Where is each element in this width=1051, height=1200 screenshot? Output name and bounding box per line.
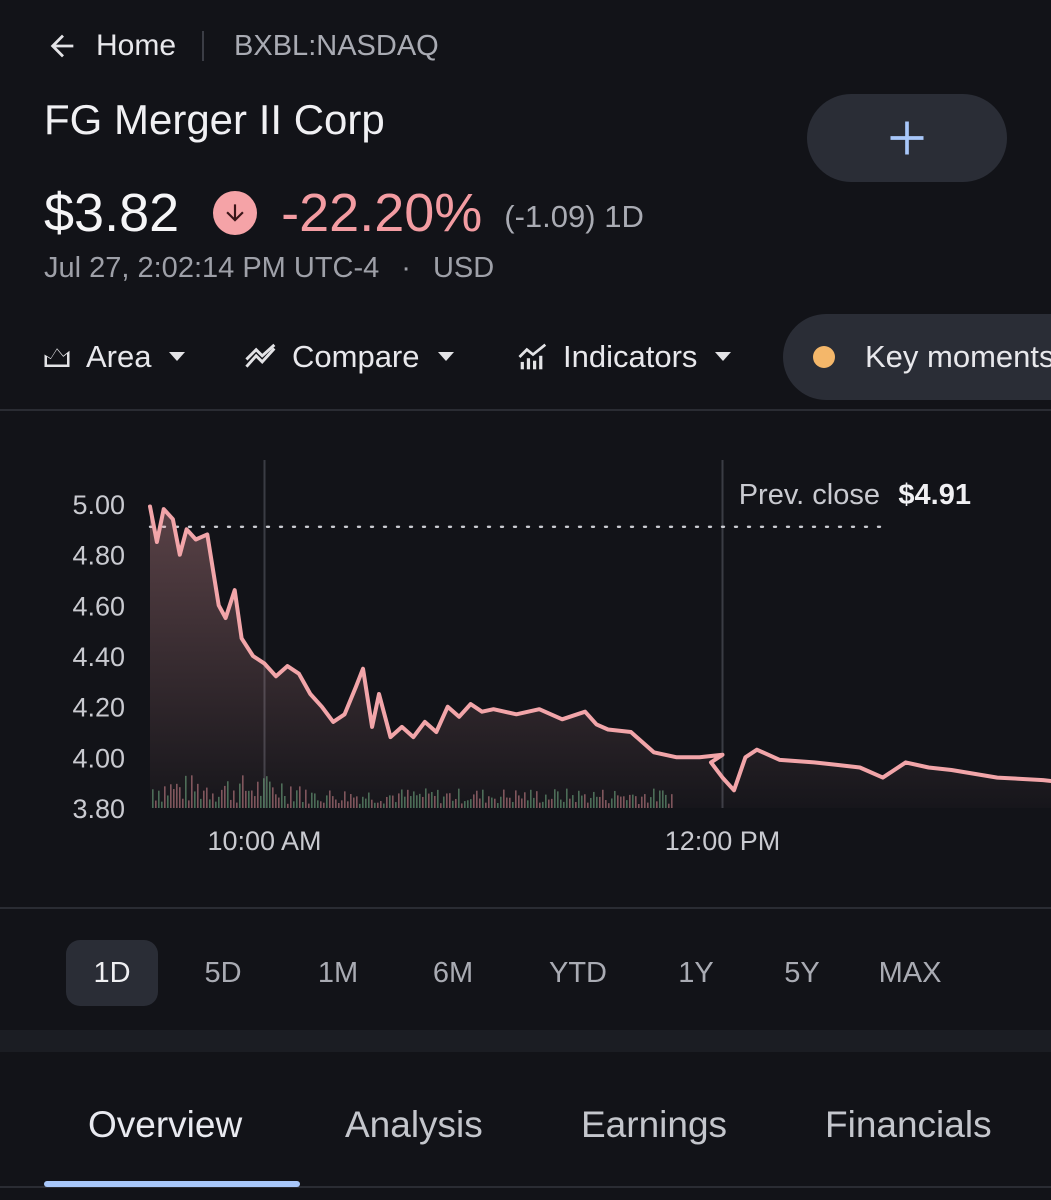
top-bar: Home BXBL:NASDAQ: [44, 22, 439, 70]
area-chart-icon: [42, 342, 72, 372]
divider: [0, 907, 1051, 909]
change-percent: -22.20%: [281, 183, 483, 243]
y-tick-label: 4.60: [72, 591, 125, 621]
ticker-symbol: BXBL:NASDAQ: [234, 29, 439, 62]
current-price: $3.82: [44, 183, 180, 243]
key-moments-dot-icon: [813, 346, 835, 368]
caret-down-icon: [715, 352, 732, 362]
indicators-button[interactable]: Indicators: [517, 314, 732, 400]
active-tab-indicator: [44, 1181, 300, 1187]
compare-icon: [244, 342, 278, 372]
caret-down-icon: [169, 352, 186, 362]
price-chart-svg: Prev. close $4.91 5.00 4.80 4.60 4.40 4.20 4.0…: [72, 460, 1051, 856]
change-absolute: (-1.09) 1D: [504, 199, 644, 234]
range-1y[interactable]: 1Y: [678, 956, 714, 989]
y-tick-label: 4.00: [72, 743, 125, 773]
price-row: $3.82 -22.20% (-1.09) 1D: [44, 178, 644, 248]
range-5y[interactable]: 5Y: [784, 956, 820, 989]
tab-earnings[interactable]: Earnings: [581, 1104, 728, 1145]
currency: USD: [432, 252, 495, 284]
time-range-selector: 1D 5D 1M 6M YTD 1Y 5Y MAX: [66, 940, 970, 1006]
key-moments-toggle[interactable]: Key moments: [783, 314, 1051, 400]
compare-button[interactable]: Compare: [244, 314, 454, 400]
tab-overview[interactable]: Overview: [88, 1104, 243, 1145]
price-line: [148, 504, 1051, 793]
range-1m[interactable]: 1M: [317, 956, 359, 989]
range-ytd[interactable]: YTD: [549, 956, 607, 989]
back-button[interactable]: [40, 24, 84, 68]
range-6m[interactable]: 6M: [432, 956, 474, 989]
x-tick-label: 10:00 AM: [207, 826, 321, 856]
range-5d[interactable]: 5D: [204, 956, 242, 989]
company-name: FG Merger II Corp: [44, 96, 385, 143]
y-tick-label: 4.40: [72, 642, 125, 672]
home-link[interactable]: Home: [96, 29, 177, 62]
arrow-down-circle-icon: [213, 191, 258, 235]
prev-close-value: $4.91: [898, 479, 971, 511]
arrow-left-icon: [50, 34, 74, 58]
plus-icon: [890, 121, 924, 155]
price-area: [150, 506, 1051, 808]
x-tick-label: 12:00 PM: [665, 826, 781, 856]
tab-financials[interactable]: Financials: [825, 1104, 992, 1145]
y-tick-label: 4.80: [72, 541, 125, 571]
range-1d[interactable]: 1D: [66, 940, 158, 1006]
section-tabs: Overview Analysis Earnings Financials: [0, 1090, 1051, 1160]
range-max[interactable]: MAX: [878, 956, 942, 989]
prev-close-label: Prev. close: [739, 479, 880, 511]
indicators-icon: [517, 342, 549, 372]
compare-label: Compare: [292, 339, 420, 374]
area-label: Area: [86, 339, 152, 374]
y-tick-label: 5.00: [72, 490, 125, 520]
y-tick-label: 4.20: [72, 693, 125, 723]
caret-down-icon: [437, 352, 454, 362]
add-to-watchlist-button[interactable]: [807, 94, 1007, 182]
quote-timestamp-row: Jul 27, 2:02:14 PM UTC-4 · USD: [44, 252, 494, 285]
chart-toolbar: Area Compare Indicators Key mo: [0, 314, 1051, 400]
header-divider: [202, 31, 205, 61]
indicators-label: Indicators: [563, 339, 698, 374]
divider: [0, 409, 1051, 411]
section-band: [0, 1030, 1051, 1052]
tab-analysis[interactable]: Analysis: [345, 1104, 483, 1145]
price-chart[interactable]: Prev. close $4.91 5.00 4.80 4.60 4.40 4.20 4.0…: [0, 412, 1051, 906]
area-chart-type-button[interactable]: Area: [42, 314, 186, 400]
quote-timestamp: Jul 27, 2:02:14 PM UTC-4: [44, 252, 380, 284]
separator-dot: ·: [401, 252, 411, 284]
key-moments-label: Key moments: [865, 339, 1051, 374]
tab-baseline: [0, 1186, 1051, 1188]
y-tick-label: 3.80: [72, 794, 125, 824]
